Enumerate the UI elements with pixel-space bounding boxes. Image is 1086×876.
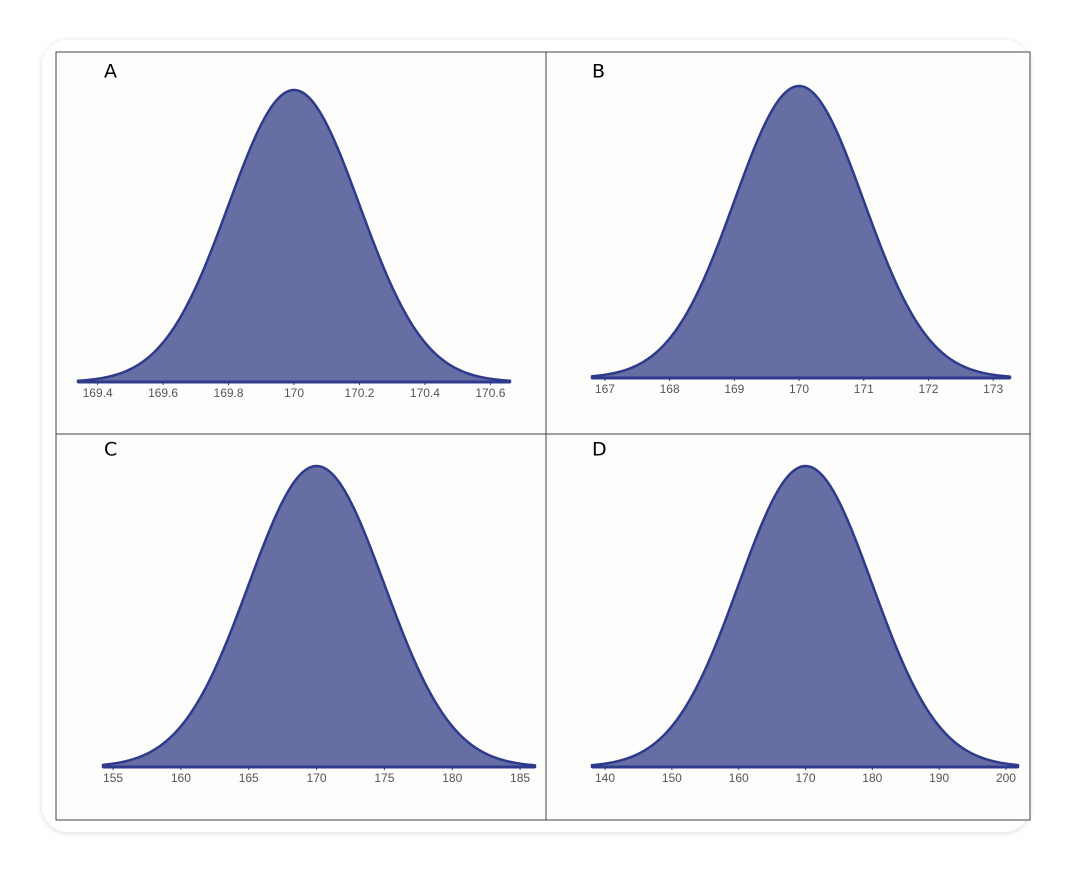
x-tick-label: 169.8 — [214, 386, 244, 400]
x-tick-label: 180 — [442, 771, 462, 785]
x-tick-label: 170 — [284, 386, 304, 400]
x-tick-label: 169.4 — [83, 386, 113, 400]
x-tick-label: 168 — [660, 382, 680, 396]
x-tick-label: 170.6 — [475, 386, 505, 400]
panel-title: A — [104, 61, 117, 83]
panel-title: B — [592, 61, 605, 83]
x-tick-label: 150 — [662, 771, 682, 785]
density-area — [590, 84, 1012, 380]
x-tick-label: 170 — [307, 771, 327, 785]
x-tick-label: 169.6 — [148, 386, 178, 400]
density-area — [101, 464, 537, 769]
x-tick-label: 155 — [103, 771, 123, 785]
x-tick-label: 160 — [729, 771, 749, 785]
x-tick-label: 180 — [862, 771, 882, 785]
x-tick-label: 175 — [374, 771, 394, 785]
panel-title: C — [104, 439, 117, 461]
x-tick-label: 200 — [996, 771, 1016, 785]
x-tick-label: 170.2 — [344, 386, 374, 400]
x-tick-label: 169 — [724, 382, 744, 396]
x-tick-label: 167 — [595, 382, 615, 396]
x-tick-label: 171 — [854, 382, 874, 396]
x-tick-label: 160 — [171, 771, 191, 785]
x-tick-label: 170.4 — [410, 386, 440, 400]
x-tick-label: 190 — [929, 771, 949, 785]
x-tick-label: 140 — [595, 771, 615, 785]
x-tick-label: 172 — [918, 382, 938, 396]
panel-title: D — [592, 439, 607, 461]
x-tick-label: 170 — [795, 771, 815, 785]
x-tick-label: 173 — [983, 382, 1003, 396]
x-tick-label: 170 — [789, 382, 809, 396]
x-tick-label: 185 — [510, 771, 530, 785]
x-tick-label: 165 — [239, 771, 259, 785]
density-area — [76, 88, 512, 384]
density-area — [590, 464, 1020, 769]
